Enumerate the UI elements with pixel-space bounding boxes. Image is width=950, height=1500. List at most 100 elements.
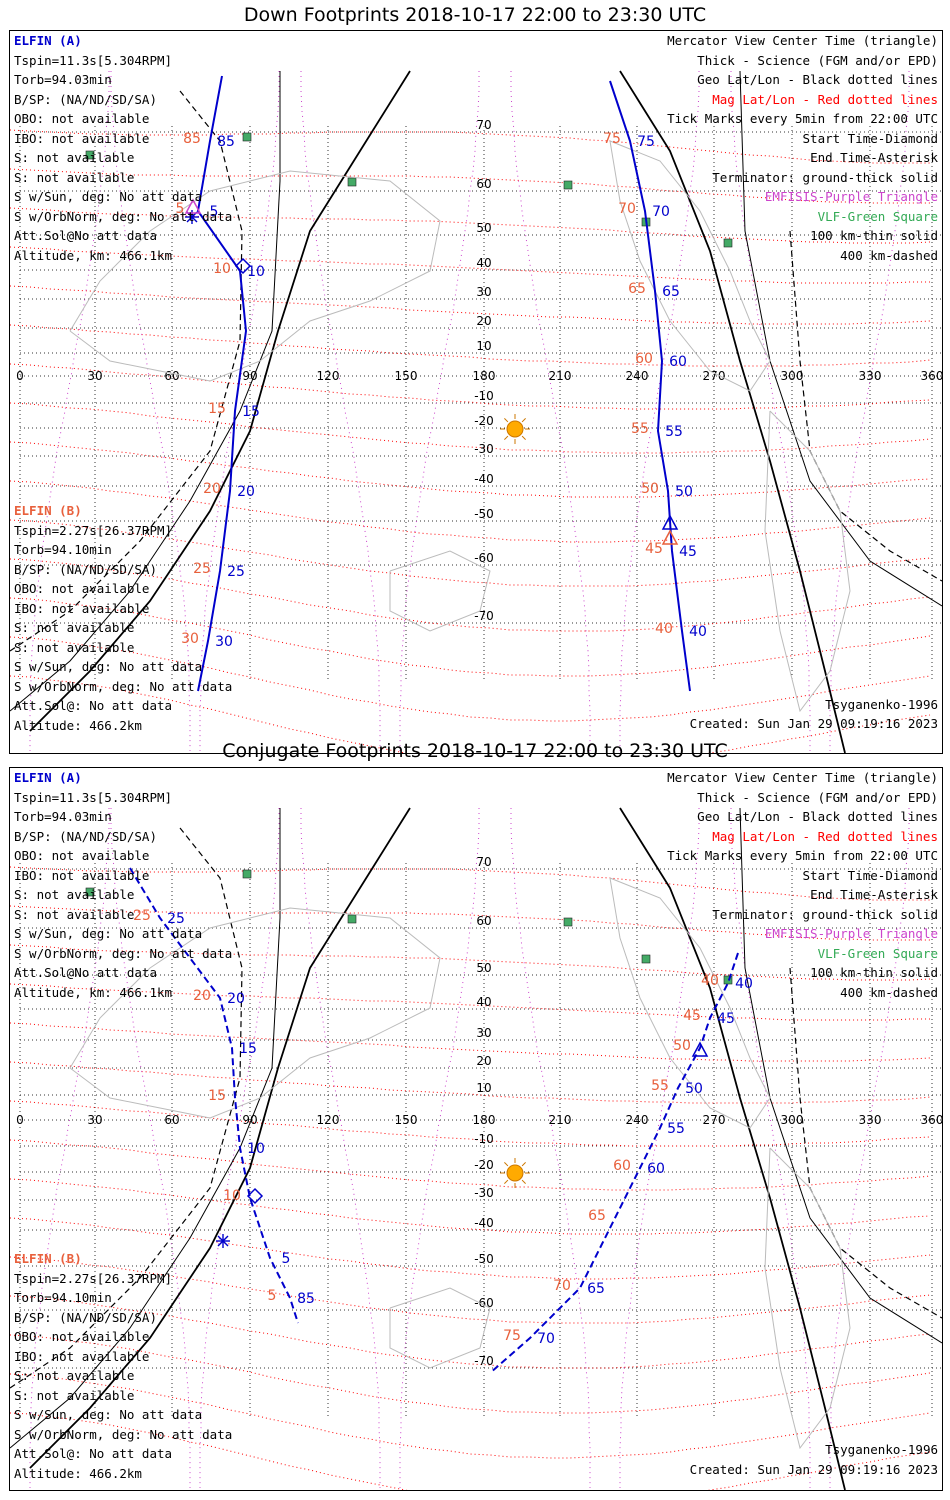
elfin-b-name: ELFIN (B) — [14, 1251, 82, 1266]
info-line: B/SP: (NA/ND/SD/SA) — [14, 1309, 157, 1325]
legend-item: Thick - Science (FGM and/or EPD) — [697, 789, 938, 805]
mag-lat-line — [10, 944, 931, 981]
info-line: Att.Sol@: No att data — [14, 1446, 173, 1461]
lon-label: 60 — [164, 1113, 179, 1127]
mag-lat-line — [10, 1022, 931, 1062]
legend-item: Terminator: ground-thick solid — [712, 906, 938, 922]
track-time-label: 20 — [237, 484, 255, 500]
lat-label: -60 — [474, 551, 494, 565]
track-mag-label: 55 — [651, 1078, 669, 1094]
legend-item: EMFISIS-Purple Triangle — [764, 189, 938, 204]
lat-label: 30 — [476, 1026, 491, 1040]
info-line: OBO: not available — [14, 111, 150, 126]
mag-lat-line — [10, 285, 931, 325]
info-line: S w/OrbNorm, deg: No att data — [14, 208, 233, 224]
sun-ray — [521, 435, 526, 440]
terminator-100km-line — [10, 808, 281, 1449]
legend-item: Mag Lat/Lon - Red dotted lines — [712, 91, 938, 107]
track-time-label: 60 — [669, 354, 687, 370]
info-line: OBO: not available — [14, 848, 150, 863]
legend-item: 400 km-dashed — [840, 984, 938, 1000]
map-panel-down: 0 30 60 90 120 150 180 210 240 270 300 330 360 70 60 50… — [9, 30, 943, 754]
info-line: IBO: not available — [14, 130, 150, 146]
mag-lat-line — [10, 1256, 931, 1324]
track-mag-label: 55 — [631, 421, 649, 437]
lon-label: 120 — [317, 369, 340, 383]
vlf-station-icon — [723, 238, 733, 248]
sun-icon — [506, 420, 524, 438]
lat-label: -70 — [474, 1354, 494, 1368]
info-line: Altitude, km: 466.1km — [14, 984, 173, 1000]
model-label: Tsyganenko-1996 — [825, 1442, 938, 1457]
legend: Mercator View Center Time (triangle) Thi… — [667, 768, 938, 1002]
track-mag-label: 15 — [208, 1088, 226, 1104]
info-line: S w/Sun, deg: No att data — [14, 1407, 203, 1422]
mag-lat-line — [10, 129, 930, 164]
lat-label: 60 — [476, 177, 491, 191]
lon-label: 270 — [703, 1113, 726, 1127]
mag-lat-line — [10, 207, 931, 244]
footprint-map: 0 30 60 90 120 150 180 210 240 270 300 330 360 70 60 50… — [10, 807, 942, 1490]
mag-lat-line — [10, 519, 931, 587]
legend-item: VLF-Green Square — [817, 945, 938, 961]
legend-item: VLF-Green Square — [817, 208, 938, 224]
track-time-label: 30 — [215, 634, 233, 650]
info-line: S w/OrbNorm, deg: No att data — [14, 678, 233, 694]
track-mag-label: 70 — [618, 201, 636, 217]
lon-label: 120 — [317, 1113, 340, 1127]
land-outline — [764, 410, 851, 713]
vlf-station-icon — [563, 180, 573, 190]
lat-label: -40 — [474, 472, 494, 486]
track-mag-label: 20 — [193, 988, 211, 1004]
land-outline — [389, 550, 491, 632]
mag-lon-line — [399, 808, 480, 1488]
track-mag-label: 25 — [133, 908, 151, 924]
vlf-station-icon — [347, 914, 357, 924]
info-line: Altitude: 466.2km — [14, 717, 142, 733]
legend-item: 100 km-thin solid — [810, 965, 938, 980]
vlf-station-icon — [242, 869, 252, 879]
lon-label: 0 — [16, 1113, 24, 1127]
lat-label: 40 — [476, 995, 491, 1009]
lat-label: -30 — [474, 442, 494, 456]
center-time-triangle-icon — [661, 529, 679, 545]
legend-item: Geo Lat/Lon - Black dotted lines — [697, 72, 938, 87]
track-mag-label: 25 — [193, 561, 211, 577]
legend-item: Terminator: ground-thick solid — [712, 169, 938, 185]
info-line: B/SP: (NA/ND/SD/SA) — [14, 828, 157, 844]
track-time-label: 50 — [685, 1081, 703, 1097]
lon-label: 150 — [395, 1113, 418, 1127]
mag-lat-line — [10, 363, 931, 410]
land-outline — [764, 1147, 851, 1450]
info-line: Tspin=2.27s[26.37RPM] — [14, 522, 173, 538]
lon-label: 150 — [395, 369, 418, 383]
mag-lon-line — [399, 71, 480, 751]
terminator-100km-line — [739, 807, 942, 1344]
track-time-label: 10 — [247, 1141, 265, 1157]
info-line: S: not available — [14, 887, 135, 902]
start-time-diamond-icon — [234, 257, 252, 275]
info-line: Torb=94.10min — [14, 1290, 112, 1305]
track-time-label: 5 — [282, 1251, 291, 1267]
lat-label: 20 — [476, 1054, 491, 1068]
lon-label: 90 — [242, 369, 257, 383]
info-line: S w/OrbNorm, deg: No att data — [14, 1426, 233, 1442]
info-line: Torb=94.10min — [14, 542, 112, 557]
center-time-triangle-icon — [184, 198, 202, 214]
track-mag-label: 75 — [603, 131, 621, 147]
track-mag-label: 15 — [208, 401, 226, 417]
end-time-asterisk-icon — [216, 1234, 230, 1248]
track-time-label: 45 — [679, 544, 697, 560]
info-line: IBO: not available — [14, 1348, 150, 1364]
land-outline — [609, 877, 771, 1129]
info-line: S: not available — [14, 639, 135, 655]
lat-label: 50 — [476, 961, 491, 975]
mag-lat-line — [10, 558, 931, 632]
sun-ray — [521, 1179, 526, 1184]
sun-ray — [504, 1179, 509, 1184]
track-mag-label: 40 — [655, 621, 673, 637]
info-line: IBO: not available — [14, 867, 150, 883]
track-time-label: 65 — [587, 1281, 605, 1297]
vlf-station-icon — [641, 954, 651, 964]
lat-label: 30 — [476, 285, 491, 299]
